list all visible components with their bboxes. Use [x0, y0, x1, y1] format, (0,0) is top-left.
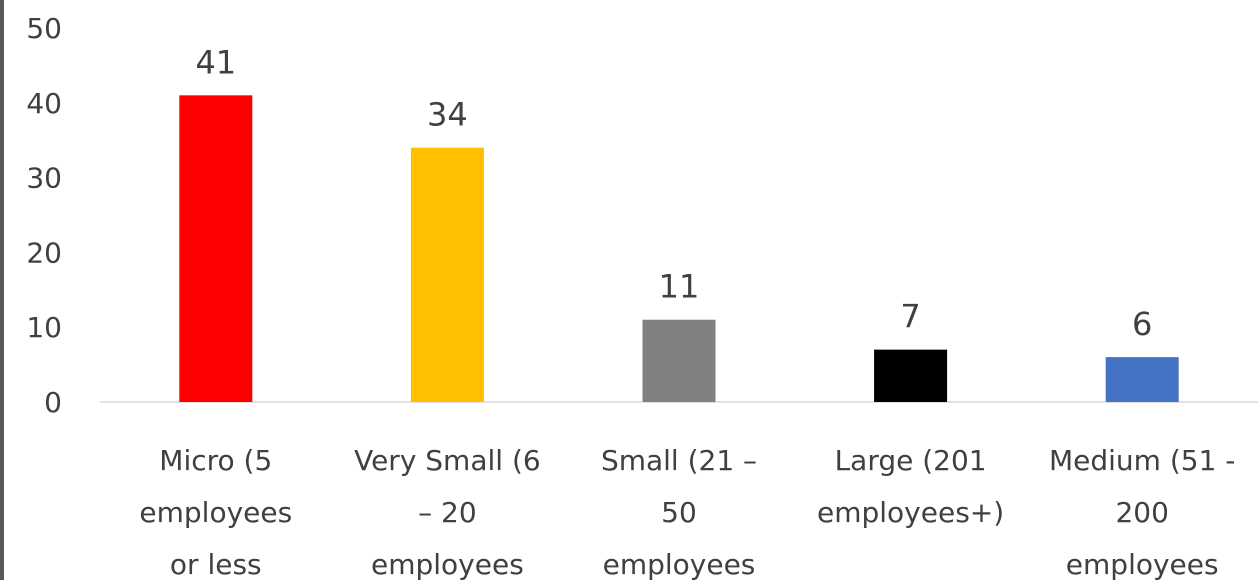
bar-value-label: 6 — [1132, 305, 1152, 343]
category-label-line: Small (21 – — [601, 444, 757, 477]
bar-value-label: 34 — [427, 96, 468, 134]
category-label-line: Large (201 — [835, 444, 987, 477]
y-tick-label: 10 — [26, 311, 62, 344]
y-tick-label: 0 — [44, 386, 62, 419]
y-tick-label: 20 — [26, 236, 62, 269]
bars — [179, 95, 1179, 402]
bar — [179, 95, 253, 402]
chart-frame-left-border — [0, 0, 4, 580]
category-label-line: – 20 — [418, 496, 477, 529]
bar-value-label: 7 — [900, 298, 920, 336]
category-label-line: or less — [170, 548, 262, 580]
category-label-line: Very Small (6 — [354, 444, 541, 477]
bar — [1105, 357, 1179, 402]
category-label-line: Micro (5 — [159, 444, 272, 477]
y-axis-ticks: 0 10 20 30 40 50 — [26, 12, 62, 419]
category-label-line: 50 — [661, 496, 697, 529]
category-labels: Micro (5 employees or less Very Small (6 – 2… — [139, 444, 1235, 580]
bar-value-label: 11 — [659, 268, 700, 306]
data-labels: 41 34 11 7 6 — [195, 43, 1152, 343]
bar — [410, 147, 484, 402]
category-label-line: Medium (51 - — [1049, 444, 1235, 477]
category-label-line: employees — [139, 496, 292, 529]
category-label-line: employees — [603, 548, 756, 580]
category-label-line: employees — [371, 548, 524, 580]
category-label-line: employees+) — [817, 496, 1004, 529]
bar-value-label: 41 — [195, 43, 236, 81]
category-label-line: 200 — [1115, 496, 1168, 529]
category-label-line: employees — [1066, 548, 1219, 580]
y-tick-label: 40 — [26, 87, 62, 120]
y-tick-label: 30 — [26, 162, 62, 195]
bar — [874, 349, 948, 402]
bar — [642, 319, 716, 402]
y-tick-label: 50 — [26, 12, 62, 45]
